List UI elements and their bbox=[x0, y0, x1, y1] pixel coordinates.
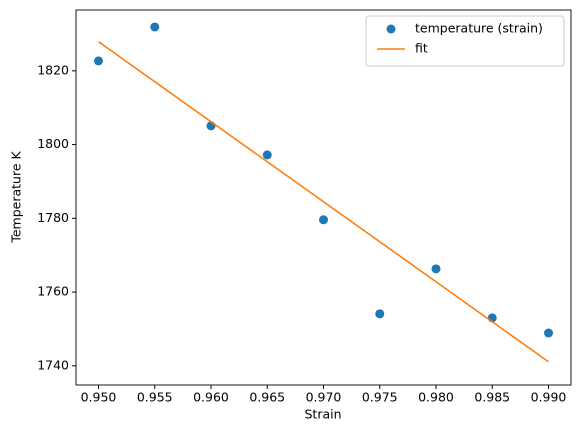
x-tick-label: 0.980 bbox=[418, 390, 454, 405]
point bbox=[375, 309, 385, 319]
x-tick-label: 0.985 bbox=[474, 390, 510, 405]
legend-label: temperature (strain) bbox=[415, 21, 543, 36]
x-tick-label: 0.955 bbox=[137, 390, 173, 405]
y-tick-label: 1740 bbox=[37, 357, 69, 372]
x-tick-label: 0.960 bbox=[193, 390, 229, 405]
y-tick-label: 1820 bbox=[37, 62, 69, 77]
x-tick-label: 0.975 bbox=[362, 390, 398, 405]
plot-frame bbox=[75, 9, 572, 386]
x-axis-label: Strain bbox=[304, 407, 341, 422]
x-tick-label: 0.970 bbox=[306, 390, 342, 405]
x-tick-label: 0.950 bbox=[81, 390, 117, 405]
legend-label: fit bbox=[415, 41, 428, 56]
x-tick-label: 0.965 bbox=[249, 390, 285, 405]
point bbox=[431, 264, 441, 274]
point bbox=[544, 328, 553, 338]
point bbox=[150, 22, 160, 32]
point bbox=[319, 215, 328, 225]
y-tick-label: 1760 bbox=[37, 284, 69, 299]
legend-box bbox=[365, 15, 565, 67]
legend-marker bbox=[386, 24, 396, 34]
point bbox=[262, 150, 272, 160]
x-tick-label: 0.990 bbox=[531, 390, 567, 405]
y-tick-label: 1800 bbox=[37, 136, 69, 151]
y-tick-label: 1780 bbox=[37, 210, 69, 225]
y-axis-label: Temperature K bbox=[9, 151, 24, 244]
point bbox=[94, 56, 103, 66]
fit-line bbox=[98, 41, 549, 363]
